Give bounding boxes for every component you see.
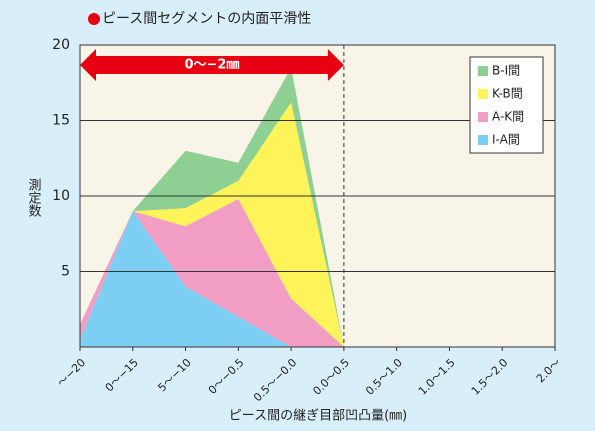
legend-swatch <box>478 89 488 99</box>
plot-border <box>79 44 556 348</box>
legend-swatch <box>478 66 488 76</box>
area <box>80 102 344 347</box>
legend-label: K-B間 <box>492 87 523 101</box>
x-axis-label: ピース間の継ぎ目部凹凸量(㎜) <box>229 409 408 424</box>
range-arrow <box>80 49 344 81</box>
y-tick-label: 20 <box>52 37 70 53</box>
chart-title: ピース間セグメントの内面平滑性 <box>102 10 311 27</box>
y-tick-label: 10 <box>52 188 70 204</box>
legend-label: I-A間 <box>492 133 520 147</box>
legend-swatch <box>478 135 488 145</box>
legend-label: A-K間 <box>492 110 524 124</box>
title-bullet <box>88 13 100 25</box>
legend-label: B-I間 <box>492 64 520 78</box>
annotation: 0〜−2㎜ <box>184 58 239 73</box>
y-axis-label: 測定数 <box>26 178 42 217</box>
y-tick-label: 15 <box>52 113 70 129</box>
area <box>80 211 344 347</box>
area <box>80 199 344 347</box>
y-tick-label: 5 <box>61 264 70 280</box>
legend-swatch <box>478 112 488 122</box>
